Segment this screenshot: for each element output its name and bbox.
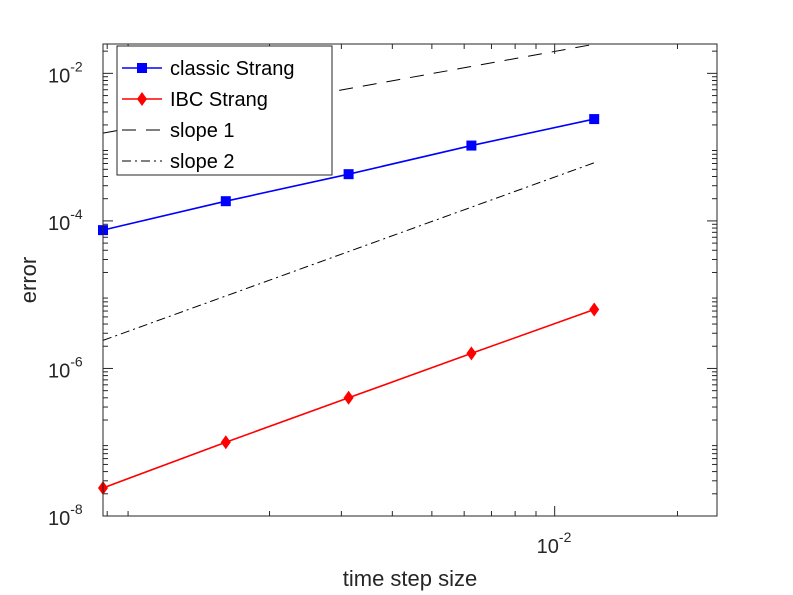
y-tick-label: 10-4: [48, 206, 83, 235]
x-tick-base: 10: [537, 536, 559, 558]
series-layer: [98, 43, 600, 495]
tick-labels: 10-810-610-410-210-2: [48, 58, 572, 558]
y-tick-exponent: -8: [70, 501, 83, 517]
classic-strang-point: [466, 140, 477, 151]
x-tick-label: 10-2: [537, 529, 572, 558]
minor-ticks: [103, 44, 717, 516]
series-line-3: [102, 162, 595, 341]
major-ticks: [103, 44, 717, 517]
classic-strang-point: [343, 169, 354, 180]
y-tick-label: 10-8: [48, 501, 83, 530]
x-tick-exponent: -2: [559, 529, 572, 545]
ibc-strang-point: [589, 302, 600, 317]
legend: classic Strang IBC Strang slope 1 slope 2: [116, 45, 333, 176]
y-tick-exponent: -4: [70, 206, 83, 222]
legend-square-marker: [137, 63, 147, 73]
legend-label: slope 1: [170, 120, 235, 142]
y-tick-exponent: -2: [70, 58, 83, 74]
ibc-strang-point: [466, 346, 477, 361]
classic-strang-point: [220, 196, 231, 207]
legend-diamond-marker: [137, 92, 147, 106]
y-tick-exponent: -6: [70, 353, 83, 369]
axes-box: [102, 43, 718, 517]
y-tick-label: 10-2: [48, 58, 83, 87]
y-tick-label: 10-6: [48, 353, 83, 382]
legend-items: classic Strang IBC Strang slope 1 slope 2: [122, 58, 295, 173]
x-axis-label: time step size: [343, 566, 478, 591]
ibc-strang-point: [220, 435, 231, 450]
y-tick-base: 10: [48, 213, 70, 235]
y-tick-base: 10: [48, 360, 70, 382]
classic-strang-point: [589, 114, 600, 125]
legend-label: IBC Strang: [170, 89, 268, 111]
y-tick-base: 10: [48, 65, 70, 87]
legend-label: classic Strang: [170, 58, 295, 80]
y-axis-label: error: [16, 257, 41, 303]
legend-label: slope 2: [170, 151, 235, 173]
ibc-strang-point: [343, 390, 354, 405]
y-tick-base: 10: [48, 508, 70, 530]
